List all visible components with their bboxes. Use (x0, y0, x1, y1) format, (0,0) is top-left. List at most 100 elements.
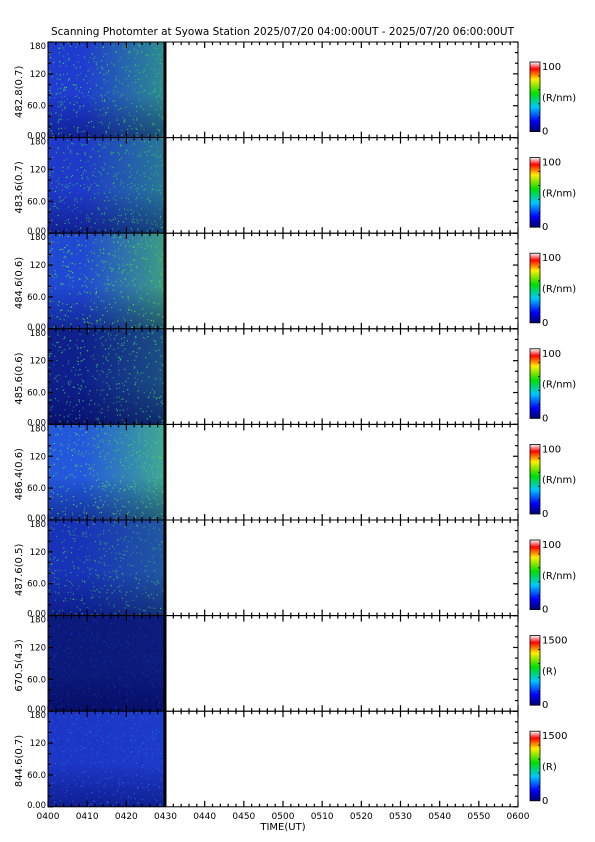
heatmap-shade (48, 137, 166, 234)
y-tick-label: 0.00 (27, 705, 46, 715)
x-tick-label: 0540 (428, 812, 451, 822)
heatmap-shade (48, 424, 166, 520)
y-tick-label: 60.0 (27, 293, 46, 303)
y-tick-label: 60.0 (27, 771, 46, 781)
panel-1: 0.00 60.0 120 180 482.8(0.7) 100 0 (R/nm) (14, 41, 576, 142)
x-tick-label: 0400 (37, 812, 60, 822)
y-tick-label: 0.00 (27, 610, 46, 620)
x-tick-label: 0420 (115, 812, 138, 822)
panel-label: 482.8(0.7) (14, 66, 25, 118)
y-tick-label: 180 (30, 616, 46, 626)
colorbar-unit: (R/nm) (542, 571, 576, 582)
y-tick-label: 60.0 (27, 484, 46, 494)
y-tick-label: 180 (30, 138, 46, 148)
panel-label: 484.6(0.6) (14, 257, 25, 309)
x-tick-label: 0430 (154, 812, 177, 822)
heatmap-shade (48, 42, 166, 138)
colorbar (529, 635, 541, 706)
panel-label: 670.5(4.3) (14, 639, 25, 691)
panel-label: 483.6(0.7) (14, 161, 25, 213)
y-tick-label: 0.00 (27, 323, 46, 333)
colorbar-max: 100 (542, 158, 561, 169)
y-tick-label: 180 (30, 520, 46, 530)
data-end-line (163, 328, 167, 425)
colorbar-min: 0 (542, 700, 548, 711)
heatmap-speckles (48, 424, 165, 520)
heatmap-speckles (48, 615, 165, 711)
y-tick-label: 120 (30, 165, 46, 175)
colorbar-unit: (R/nm) (542, 475, 576, 486)
x-ticks (47, 232, 519, 330)
heatmap-shade (48, 615, 166, 712)
data-end-line (163, 424, 167, 520)
y-tick-label: 120 (30, 452, 46, 462)
colorbar-unit: (R/nm) (542, 93, 576, 104)
panel-8: 0.00 60.0 120 180 844.6(0.7) 1500 0 (R) (14, 710, 567, 811)
colorbar-max: 100 (542, 62, 561, 73)
y-tick-label: 0.00 (27, 132, 46, 142)
chart-title: Scanning Photomter at Syowa Station 2025… (50, 26, 515, 38)
y-tick-label: 120 (30, 643, 46, 653)
x-tick-label: 0530 (389, 812, 412, 822)
colorbar (529, 443, 541, 515)
y-tick-label: 60.0 (27, 389, 46, 399)
colorbar-unit: (R) (542, 762, 557, 773)
heatmap-shade (48, 233, 166, 329)
y-tick-label: 180 (30, 711, 46, 721)
x-ticks (47, 41, 519, 139)
x-tick-label: 0550 (467, 812, 490, 822)
x-tick-label: 0440 (193, 812, 216, 822)
colorbar-max: 100 (542, 253, 561, 264)
x-axis-label: TIME(UT) (259, 822, 305, 833)
heatmap-speckles (48, 328, 166, 425)
y-tick-label: 0.00 (27, 801, 46, 811)
panel-2: 0.00 60.0 120 180 483.6(0.7) 100 0 (R/nm) (14, 137, 576, 237)
colorbar-min: 0 (542, 318, 548, 329)
data-end-line (163, 615, 167, 712)
data-end-line (163, 42, 167, 138)
y-tick-label: 0.00 (27, 227, 46, 237)
y-tick-label: 0.00 (27, 418, 46, 428)
panel-6: 0.00 60.0 120 180 487.6(0.5) 100 0 (R/nm) (14, 519, 576, 620)
colorbar (529, 157, 541, 228)
colorbar-unit: (R/nm) (542, 284, 576, 295)
colorbar (529, 539, 541, 610)
y-tick-label: 180 (30, 329, 46, 339)
colorbar (529, 252, 541, 324)
y-tick-label: 120 (30, 548, 46, 558)
colorbar-max: 1500 (542, 636, 567, 647)
y-tick-label: 180 (30, 42, 46, 52)
y-tick-label: 60.0 (27, 580, 46, 590)
heatmap-speckles (48, 233, 165, 329)
x-tick-label: 0410 (76, 812, 99, 822)
colorbar-max: 100 (542, 444, 561, 455)
panel-label: 487.6(0.5) (14, 544, 25, 596)
panel-label: 486.4(0.6) (14, 448, 25, 500)
x-ticks (47, 710, 519, 808)
panel-3: 0.00 60.0 120 180 484.6(0.6) 100 0 (R/nm) (14, 232, 576, 333)
colorbar-unit: (R) (542, 666, 557, 677)
panel-label: 844.6(0.7) (14, 735, 25, 787)
data-end-line (163, 711, 167, 807)
y-tick-label: 180 (30, 233, 46, 243)
y-tick-label: 120 (30, 70, 46, 80)
colorbar-min: 0 (542, 605, 548, 616)
heatmap-speckles (48, 138, 164, 233)
x-tick-label: 0520 (350, 812, 373, 822)
x-tick-label: 0510 (311, 812, 334, 822)
x-tick-label: 0500 (272, 812, 295, 822)
panel-5: 0.00 60.0 120 180 486.4(0.6) 100 0 (R/nm) (14, 423, 576, 524)
panel-label: 485.6(0.6) (14, 352, 25, 404)
data-end-line (163, 137, 167, 234)
colorbar-unit: (R/nm) (542, 380, 576, 391)
y-tick-label: 60.0 (27, 197, 46, 207)
colorbar-unit: (R/nm) (542, 188, 576, 199)
colorbar-min: 0 (542, 222, 548, 233)
panel-7: 0.00 60.0 120 180 670.5(4.3) 1500 0 (R) (14, 614, 567, 715)
data-end-line (163, 233, 167, 329)
colorbar-min: 0 (542, 509, 548, 520)
heatmap-speckles (48, 711, 165, 807)
y-tick-label: 60.0 (27, 675, 46, 685)
colorbar (529, 348, 541, 419)
